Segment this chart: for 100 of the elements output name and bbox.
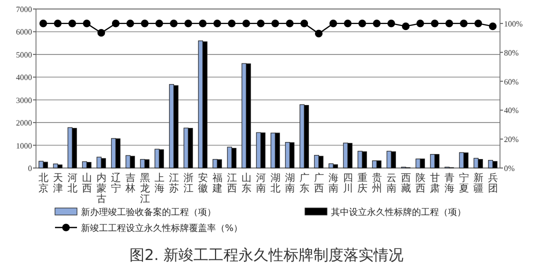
bar: [173, 85, 178, 168]
point: [372, 20, 381, 28]
bar: [82, 161, 88, 168]
x-tick-label: 新疆: [473, 172, 484, 194]
point: [402, 22, 410, 30]
bar: [202, 41, 208, 168]
bar: [314, 154, 320, 168]
bar: [212, 159, 218, 168]
bar: [38, 160, 44, 168]
point: [140, 20, 149, 28]
bar: [140, 159, 146, 168]
x-tick-label: 云南: [386, 173, 396, 194]
y2-tick-label: 100%: [504, 19, 523, 28]
bar: [260, 132, 266, 168]
bar: [100, 158, 106, 168]
point: [97, 29, 106, 37]
point: [170, 20, 178, 28]
x-tick-label: 天津: [52, 173, 63, 194]
legend-label: 其中设立永久性标牌的工程（项）: [331, 207, 466, 218]
bar: [332, 164, 338, 168]
point: [474, 20, 482, 28]
x-tick-label: 广西: [314, 172, 324, 194]
x-tick-label: 四川: [342, 173, 353, 194]
bar: [463, 152, 468, 168]
bar: [474, 158, 479, 168]
y-tick-label: 6000: [16, 28, 32, 37]
point: [314, 30, 323, 38]
bar: [111, 138, 116, 168]
x-tick-label: 陕西: [415, 172, 426, 194]
bar: [300, 104, 305, 168]
x-tick-label: 河北: [67, 172, 78, 194]
y2-tick-label: 40%: [504, 106, 519, 116]
bar: [488, 160, 494, 168]
bar: [227, 146, 232, 168]
y2-tick-label: 0%: [504, 164, 515, 173]
bar: [434, 154, 440, 168]
y2-tick-label: 20%: [504, 135, 519, 144]
y-tick-label: 1000: [16, 141, 32, 150]
bar: [386, 150, 392, 168]
x-tick-label: 河南: [256, 172, 266, 194]
point: [242, 20, 250, 28]
bar: [42, 162, 48, 168]
bar: [289, 142, 294, 168]
bar: [184, 128, 189, 168]
x-tick-label: 贵州: [372, 172, 382, 194]
y-tick-label: 4000: [16, 73, 32, 82]
bar: [231, 148, 236, 168]
x-tick-label: 湖北: [270, 172, 280, 194]
bar: [358, 150, 363, 168]
bar: [154, 148, 160, 168]
bar: [216, 159, 222, 168]
x-tick-label: 黑龙江: [140, 173, 150, 205]
bar: [53, 164, 58, 168]
bar: [198, 40, 204, 168]
bar: [430, 154, 436, 168]
y-tick-label: 0: [28, 164, 32, 173]
bar: [256, 132, 262, 168]
y-tick-label: 7000: [16, 5, 32, 14]
x-tick-label: 兵团: [488, 172, 498, 194]
point: [488, 22, 497, 30]
point: [430, 20, 439, 28]
legend-label: 新竣工工程设立永久性标牌覆盖率（%）: [81, 223, 243, 234]
x-tick-label: 内蒙古: [96, 172, 106, 205]
point: [68, 20, 76, 28]
x-tick-label: 北京: [38, 172, 48, 194]
point: [387, 20, 396, 28]
x-tick-label: 山东: [241, 172, 252, 194]
bar: [318, 156, 324, 168]
bar: [126, 155, 131, 168]
bar: [390, 151, 396, 168]
point: [329, 20, 338, 28]
bar: [57, 164, 62, 168]
x-tick-label: 甘肃: [430, 172, 440, 194]
bar: [274, 132, 280, 168]
point: [271, 20, 280, 28]
y-tick-label: 2000: [16, 118, 32, 128]
x-tick-label: 江苏: [168, 172, 179, 194]
point: [39, 20, 48, 28]
x-tick-label: 广东: [299, 172, 310, 194]
point: [344, 20, 352, 28]
bar: [242, 63, 247, 168]
point: [286, 20, 294, 28]
x-tick-label: 山西: [82, 172, 92, 194]
point: [54, 20, 62, 28]
x-tick-label: 福建: [211, 172, 222, 194]
bar: [372, 160, 378, 168]
bar: [478, 159, 483, 168]
bar: [96, 156, 102, 168]
x-tick-label: 安徽: [198, 172, 208, 194]
bar: [376, 160, 382, 168]
x-tick-label: 吉林: [124, 172, 136, 194]
text: 图2. 新竣工工程永久性标牌制度落实情况: [129, 246, 404, 264]
y-tick-label: 3000: [16, 96, 32, 105]
bar: [158, 149, 164, 168]
x-tick-label: 江西: [226, 172, 237, 194]
bar: [420, 158, 425, 168]
y2-tick-label: 60%: [504, 77, 519, 86]
point: [460, 20, 468, 28]
bar: [72, 128, 77, 168]
bar: [304, 105, 309, 168]
